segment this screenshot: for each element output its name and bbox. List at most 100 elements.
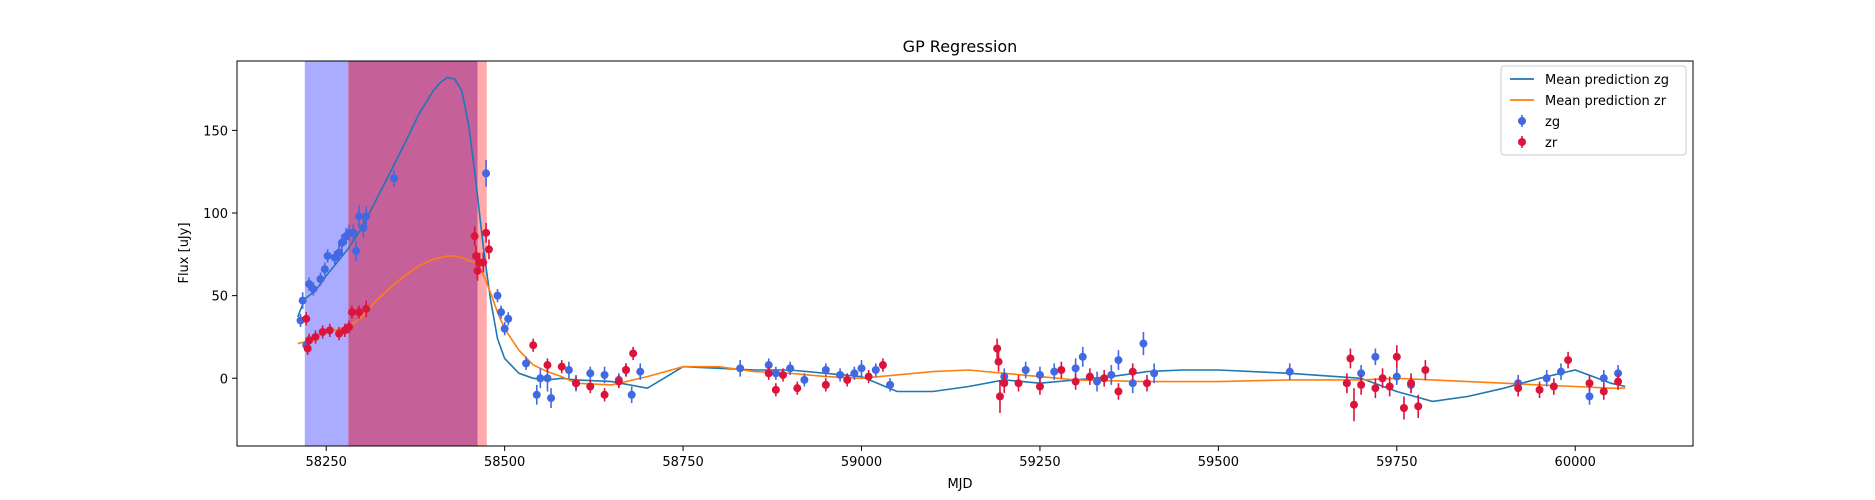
data-point <box>771 369 780 378</box>
data-point <box>1000 379 1009 388</box>
series-zg-point <box>564 361 573 379</box>
series-zr-point <box>1114 383 1123 400</box>
series-zr-point <box>614 374 623 389</box>
series-zg-point <box>497 305 506 319</box>
data-point <box>1385 382 1394 391</box>
series-zr-point <box>1057 361 1066 379</box>
series-zr-point <box>993 338 1002 359</box>
data-point <box>362 304 371 313</box>
series-zr-point <box>629 346 638 361</box>
data-point <box>1128 367 1137 376</box>
series-zg-point <box>850 366 859 380</box>
data-point <box>586 382 595 391</box>
series-zr-point <box>302 312 311 326</box>
data-point <box>1114 356 1123 365</box>
data-point <box>1599 374 1608 383</box>
series-zr-point <box>994 351 1003 372</box>
series-zg-point <box>349 224 358 242</box>
series-zg-point <box>871 363 880 377</box>
series-zr-point <box>1585 374 1594 392</box>
data-point <box>614 377 623 386</box>
data-point <box>850 369 859 378</box>
x-tick-label: 58250 <box>306 455 347 470</box>
series-zr-point <box>347 305 356 319</box>
legend-entry: Mean prediction zg <box>1510 73 1669 88</box>
series-zr-point <box>793 381 802 395</box>
data-point <box>600 390 609 399</box>
data-point <box>1407 379 1416 388</box>
data-point <box>1285 367 1294 376</box>
series-zr-point <box>1564 351 1573 369</box>
y-axis: 0 50 100 150 <box>203 124 237 387</box>
series-zg-point <box>800 373 809 387</box>
series-zr-point <box>1014 374 1023 392</box>
series-zg-point <box>836 368 845 382</box>
series-zg-point <box>309 282 318 296</box>
series-points <box>296 160 1623 422</box>
data-point <box>779 370 787 379</box>
data-point <box>1371 384 1380 393</box>
series-zg-point <box>1093 371 1102 392</box>
data-point <box>311 332 320 341</box>
series-zr-point <box>362 300 371 318</box>
data-point <box>1549 382 1558 391</box>
data-point <box>1050 367 1059 376</box>
data-point <box>349 228 358 237</box>
data-point <box>1357 380 1366 389</box>
data-point <box>1542 374 1551 383</box>
data-point <box>1556 367 1565 376</box>
data-point <box>1599 387 1608 396</box>
data-point <box>347 308 356 317</box>
series-zr-point <box>1421 360 1430 380</box>
data-point <box>1346 354 1355 363</box>
series-zr-point <box>1399 396 1408 420</box>
legend-box <box>1500 65 1687 156</box>
data-point <box>1114 387 1123 396</box>
data-point <box>345 323 354 332</box>
data-point <box>305 336 314 345</box>
data-point <box>298 296 307 305</box>
series-zr-point <box>482 222 491 243</box>
data-point <box>504 314 513 323</box>
x-tick-label: 59250 <box>1019 455 1060 470</box>
legend-entry: zr <box>1518 136 1558 151</box>
series-zr-point <box>771 383 780 397</box>
series-zg-point <box>359 217 368 238</box>
series-zr-point <box>1407 373 1416 394</box>
legend-marker-swatch <box>1518 138 1526 146</box>
series-zg-point <box>500 322 509 336</box>
data-point <box>1071 364 1080 373</box>
series-zr-point <box>345 320 354 334</box>
data-point <box>764 369 773 378</box>
series-zr-point <box>764 366 773 380</box>
series-zg-point <box>786 361 795 375</box>
data-point <box>316 275 325 284</box>
series-zr-point <box>1357 374 1366 395</box>
data-point <box>1014 379 1023 388</box>
data-point <box>497 308 506 317</box>
series-zg-point <box>1542 369 1551 387</box>
series-zg-point <box>320 262 329 276</box>
series-zr-point <box>864 369 873 384</box>
series-zg-point <box>1114 350 1123 370</box>
x-tick-label: 60000 <box>1555 455 1596 470</box>
data-point <box>1378 374 1387 383</box>
data-point <box>843 375 852 384</box>
data-point <box>1035 370 1044 379</box>
data-point <box>1150 369 1159 378</box>
series-zr-point <box>843 373 852 387</box>
shaded-region-3 <box>477 61 487 446</box>
legend-label: zr <box>1545 136 1558 151</box>
data-point <box>821 380 830 389</box>
data-point <box>871 365 880 374</box>
series-zg-point <box>522 356 531 370</box>
data-point <box>318 327 327 336</box>
data-point <box>390 174 399 183</box>
series-zr-point <box>484 239 493 260</box>
data-point <box>878 361 887 370</box>
data-point <box>302 314 311 323</box>
data-point <box>1035 382 1044 391</box>
series-zg-point <box>1371 348 1380 366</box>
data-point <box>1057 365 1066 374</box>
series-zr-point <box>1378 368 1387 389</box>
